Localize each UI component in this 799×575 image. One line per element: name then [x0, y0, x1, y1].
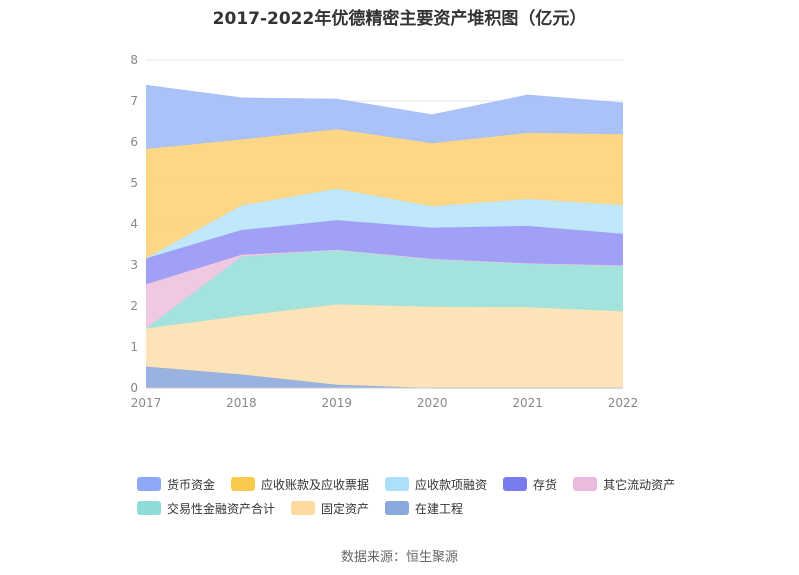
area-edge-7: [145, 84, 624, 116]
x-tick-label: 2018: [226, 396, 257, 410]
y-tick-label: 8: [130, 53, 138, 67]
y-tick-label: 0: [130, 381, 138, 395]
legend-label: 应收款项融资: [415, 477, 488, 492]
x-tick-label: 2017: [131, 396, 162, 410]
legend-row-2: 交易性金融资产合计 固定资产 在建工程: [137, 496, 697, 520]
x-tick-label: 2022: [608, 396, 639, 410]
chart-title: 2017-2022年优德精密主要资产堆积图（亿元）: [212, 9, 587, 29]
y-tick-label: 6: [130, 135, 138, 149]
legend-item[interactable]: 货币资金: [137, 476, 215, 493]
y-tick-label: 3: [130, 258, 138, 272]
area-series-1: [146, 304, 623, 388]
area-series-7: [146, 85, 623, 149]
legend-label: 其它流动资产: [603, 477, 676, 492]
x-tick-label: 2020: [417, 396, 448, 410]
legend-item[interactable]: 其它流动资产: [573, 476, 675, 493]
legend-swatch: [573, 477, 598, 491]
legend-item[interactable]: 应收款项融资: [385, 476, 487, 493]
area-series-6: [146, 129, 623, 259]
legend-swatch: [503, 477, 528, 491]
legend-label: 在建工程: [415, 501, 464, 516]
legend-swatch: [137, 501, 161, 515]
area-series-2: [146, 249, 623, 329]
legend: 货币资金 应收账款及应收票据 应收款项融资 存货 其它流动资产 交易性金融资产合计 固定资…: [137, 472, 697, 520]
data-source: 数据来源：恒生聚源: [340, 550, 458, 565]
legend-label: 存货: [533, 477, 558, 492]
legend-item[interactable]: 存货: [503, 476, 557, 493]
legend-swatch: [385, 477, 410, 491]
legend-swatch: [385, 501, 410, 515]
legend-item[interactable]: 固定资产: [291, 500, 369, 517]
area-series-0: [146, 366, 623, 388]
legend-label: 货币资金: [167, 477, 216, 492]
y-tick-label: 4: [130, 217, 138, 231]
legend-swatch: [291, 501, 316, 515]
axes: 2017 2018 2019 2020 2021 2022: [131, 387, 639, 410]
x-tick-label: 2019: [322, 396, 353, 410]
y-tick-label: 7: [130, 94, 138, 108]
legend-swatch: [137, 477, 161, 491]
legend-item[interactable]: 交易性金融资产合计: [137, 500, 275, 517]
legend-row-1: 货币资金 应收账款及应收票据 应收款项融资 存货 其它流动资产: [137, 472, 697, 496]
legend-swatch: [231, 477, 256, 491]
y-tick-label: 2: [130, 299, 138, 313]
legend-label: 应收账款及应收票据: [261, 477, 370, 492]
y-tick-label: 5: [130, 176, 138, 190]
legend-label: 交易性金融资产合计: [167, 501, 276, 516]
legend-item[interactable]: 应收账款及应收票据: [231, 476, 369, 493]
legend-item[interactable]: 在建工程: [385, 500, 463, 517]
area-series-5: [146, 188, 623, 259]
area-series-4: [146, 220, 623, 285]
x-tick-label: 2021: [512, 396, 543, 410]
legend-label: 固定资产: [321, 501, 370, 516]
area-series: [145, 84, 624, 389]
stacked-area-chart: 0 1 2 3 4 5 6 7 8 2017 2018 2019 2020 2021 2022: [130, 53, 639, 410]
y-tick-label: 1: [130, 340, 138, 354]
